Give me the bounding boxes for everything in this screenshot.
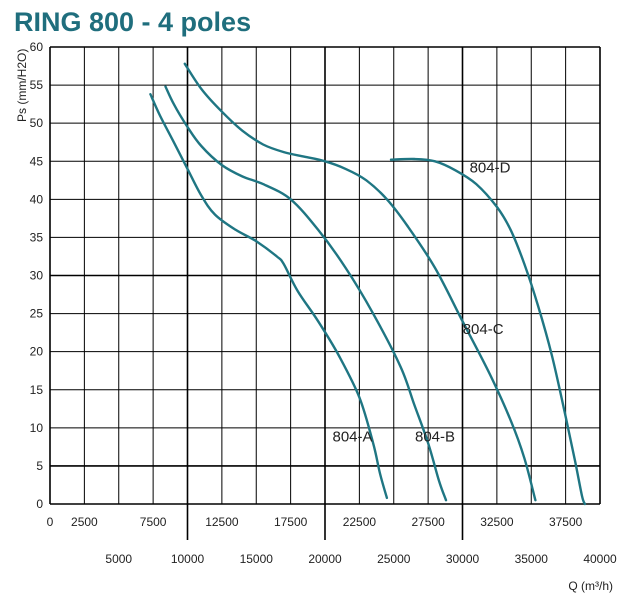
series-label-804-d: 804-D <box>470 160 511 177</box>
x-tick-label-top: 12500 <box>205 515 239 529</box>
y-tick-label: 55 <box>30 78 44 92</box>
labels: 804-A 804-B 804-C 804-D <box>332 160 510 446</box>
x-tick-label-bottom: 10000 <box>171 552 205 566</box>
y-tick-label: 15 <box>30 383 44 397</box>
y-tick-label: 0 <box>36 497 43 511</box>
y-tick-label: 35 <box>30 230 44 244</box>
grid <box>49 46 601 540</box>
x-tick-label-bottom: 5000 <box>105 552 132 566</box>
x-tick-label-top: 2500 <box>71 515 98 529</box>
x-tick-label-bottom: 25000 <box>377 552 411 566</box>
x-tick-label-top: 7500 <box>140 515 167 529</box>
y-tick-label: 25 <box>30 307 44 321</box>
y-tick-label: 30 <box>30 269 44 283</box>
y-axis-label: Ps (mm/H2O) <box>15 49 29 122</box>
ticks: 0 5 10 15 20 25 30 35 40 45 50 55 60 0 2500 7500 12500 17… <box>30 40 617 566</box>
chart-title: RING 800 - 4 poles <box>14 7 251 37</box>
y-tick-label: 50 <box>30 116 44 130</box>
series-label-804-c: 804-C <box>463 321 504 338</box>
y-tick-label: 45 <box>30 154 44 168</box>
y-tick-label: 20 <box>30 345 44 359</box>
y-tick-label: 5 <box>36 459 43 473</box>
series-line-804-c <box>183 62 537 502</box>
x-tick-label-bottom: 15000 <box>240 552 274 566</box>
series-label-804-b: 804-B <box>415 429 455 446</box>
x-tick-label-top: 17500 <box>274 515 308 529</box>
x-axis-label: Q (m³/h) <box>568 579 613 593</box>
y-tick-label: 60 <box>30 40 44 54</box>
x-tick-label-bottom: 20000 <box>308 552 342 566</box>
y-tick-label: 40 <box>30 192 44 206</box>
series-label-804-a: 804-A <box>332 429 372 446</box>
x-tick-label-top: 22500 <box>343 515 377 529</box>
series-line-804-a <box>149 93 389 500</box>
series-line-804-b <box>164 85 448 502</box>
x-tick-label-bottom: 35000 <box>515 552 549 566</box>
curves <box>149 62 587 506</box>
x-tick-label-bottom: 30000 <box>446 552 480 566</box>
x-tick-label-top: 27500 <box>411 515 445 529</box>
y-tick-label: 10 <box>30 421 44 435</box>
x-tick-label-top: 32500 <box>480 515 514 529</box>
x-tick-label-top: 0 <box>47 515 54 529</box>
x-tick-label-bottom: 40000 <box>583 552 617 566</box>
x-tick-label-top: 37500 <box>549 515 583 529</box>
series-line-804-d <box>389 157 587 506</box>
